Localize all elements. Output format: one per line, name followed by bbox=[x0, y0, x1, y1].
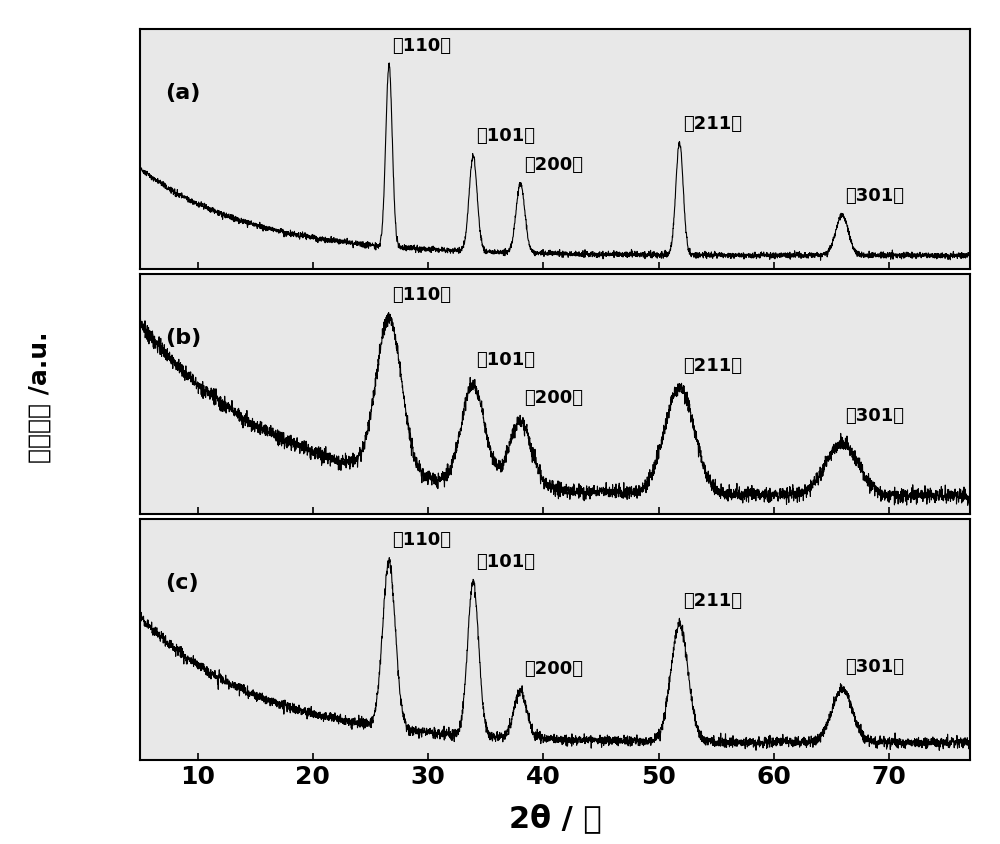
Text: （301）: （301） bbox=[845, 407, 904, 425]
Text: （211）: （211） bbox=[683, 357, 742, 375]
Text: （211）: （211） bbox=[683, 115, 742, 133]
Text: （110）: （110） bbox=[392, 531, 451, 549]
Text: (c): (c) bbox=[165, 572, 199, 592]
Text: （301）: （301） bbox=[845, 187, 904, 205]
Text: （110）: （110） bbox=[392, 286, 451, 304]
X-axis label: 2θ / 度: 2θ / 度 bbox=[509, 803, 601, 832]
Text: (a): (a) bbox=[165, 83, 200, 102]
Text: （200）: （200） bbox=[524, 156, 583, 174]
Text: （211）: （211） bbox=[683, 592, 742, 609]
Text: 相对强度 /a.u.: 相对强度 /a.u. bbox=[28, 331, 52, 463]
Text: （200）: （200） bbox=[524, 659, 583, 677]
Text: （101）: （101） bbox=[477, 553, 536, 571]
Text: （301）: （301） bbox=[845, 657, 904, 674]
Text: （101）: （101） bbox=[477, 127, 536, 145]
Text: （110）: （110） bbox=[392, 37, 451, 55]
Text: （200）: （200） bbox=[524, 389, 583, 407]
Text: （101）: （101） bbox=[477, 351, 536, 369]
Text: (b): (b) bbox=[165, 327, 201, 347]
